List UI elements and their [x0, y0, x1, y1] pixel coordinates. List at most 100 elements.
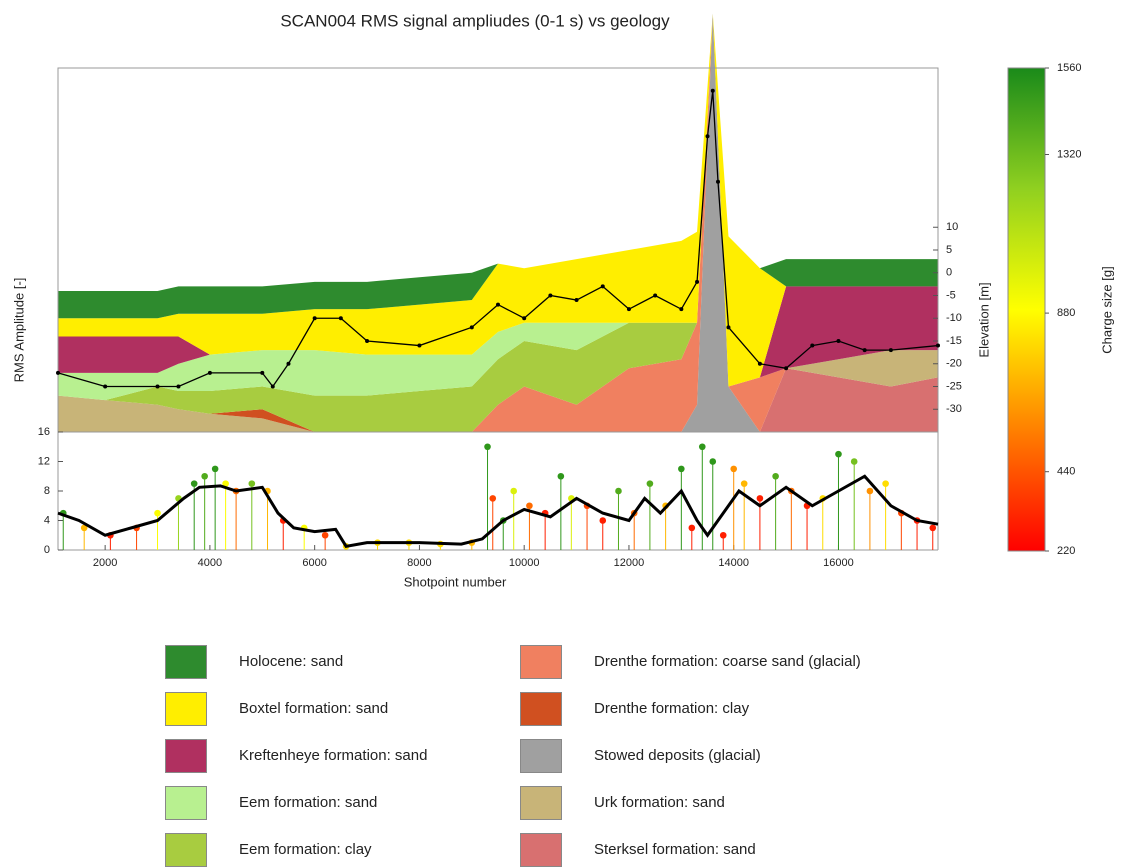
chart-title: SCAN004 RMS signal ampliudes (0-1 s) vs … — [280, 11, 670, 30]
y-tick-label: -20 — [946, 358, 962, 370]
y-tick-label: 10 — [946, 221, 958, 233]
amplitude-point — [772, 472, 779, 480]
rms-point — [862, 348, 867, 353]
smoothed-line — [57, 474, 939, 548]
amplitude-point — [211, 465, 219, 473]
rms-point — [56, 370, 60, 375]
geology-layer — [58, 350, 938, 432]
rms-point — [496, 302, 500, 307]
y-axis-label: Elevation [m] — [976, 282, 991, 357]
rms-point — [710, 88, 715, 93]
colorbar-tick-label: 220 — [1057, 545, 1075, 557]
amplitude-point — [489, 495, 497, 502]
amplitude-point — [882, 480, 889, 487]
x-tick-label: 12000 — [614, 557, 645, 569]
amplitude-point — [688, 524, 696, 532]
rms-point — [286, 361, 291, 366]
y-tick-label: -5 — [946, 289, 956, 301]
rms-point — [417, 343, 422, 348]
rms-point — [653, 293, 658, 298]
amplitude-point — [526, 502, 533, 510]
amplitude-point — [719, 531, 727, 539]
rms-point — [679, 307, 684, 312]
rms-point — [469, 325, 474, 330]
colorbar-tick-label: 440 — [1057, 466, 1075, 478]
x-axis-label: Shotpoint number — [404, 574, 507, 589]
amplitude-point — [835, 450, 842, 458]
amplitude-point — [698, 443, 706, 451]
amplitude-point — [615, 487, 622, 495]
amplitude-point — [510, 487, 518, 495]
y-tick-label: -15 — [946, 335, 962, 347]
rms-point — [522, 316, 527, 321]
rms-point — [757, 361, 762, 366]
amplitude-point — [484, 443, 491, 451]
colorbar-tick-label: 880 — [1057, 307, 1075, 319]
amplitude-point — [756, 495, 764, 502]
rms-point — [695, 279, 700, 284]
amplitude-point — [222, 480, 229, 487]
y-tick-label: 12 — [38, 455, 50, 467]
rms-point — [365, 339, 370, 343]
y-tick-label: -30 — [946, 403, 962, 415]
x-tick-label: 10000 — [509, 557, 540, 569]
amplitude-point — [599, 517, 607, 524]
colorbar-tick-label: 1560 — [1057, 62, 1081, 74]
rms-point — [103, 384, 108, 389]
rms-point — [888, 348, 893, 353]
x-tick-label: 4000 — [198, 557, 222, 569]
amplitude-point — [80, 524, 88, 532]
amplitude-point — [730, 465, 738, 473]
amplitude-point — [154, 509, 161, 517]
colorbar-label: Charge size [g] — [1099, 266, 1114, 353]
geology-layer — [58, 13, 938, 433]
rms-point — [726, 325, 731, 330]
y-tick-label: 5 — [946, 244, 952, 256]
amplitude-point — [740, 480, 748, 487]
rms-point — [176, 384, 181, 389]
rms-point — [574, 298, 579, 303]
amplitude-point — [646, 480, 654, 487]
x-tick-label: 16000 — [823, 557, 854, 569]
geology-layer — [58, 13, 938, 387]
geology-layer — [58, 13, 938, 387]
amplitude-point — [678, 465, 685, 473]
rms-point — [260, 370, 265, 375]
rms-point — [600, 284, 605, 289]
amplitude-point — [866, 487, 874, 495]
geology-layer — [58, 13, 938, 433]
x-tick-label: 14000 — [718, 557, 749, 569]
y-tick-label: 16 — [38, 426, 50, 438]
y-tick-label: 0 — [946, 267, 952, 279]
x-tick-label: 6000 — [302, 557, 326, 569]
rms-point — [716, 179, 720, 184]
x-tick-label: 8000 — [407, 557, 431, 569]
colorbar-tick-label: 1320 — [1057, 148, 1081, 160]
rms-point — [338, 316, 343, 321]
rms-point — [548, 293, 553, 298]
rms-point — [270, 384, 275, 389]
rms-point — [810, 343, 815, 348]
amplitude-point — [557, 472, 565, 480]
colorbar — [1007, 67, 1046, 552]
rms-point — [836, 339, 841, 343]
y-tick-label: 0 — [44, 544, 50, 556]
amplitude-point — [201, 472, 208, 480]
y-axis-label: RMS Amplitude [-] — [11, 278, 26, 383]
geology-layer — [58, 368, 938, 432]
rms-point — [155, 384, 160, 389]
rms-point — [312, 316, 317, 321]
rms-point — [936, 343, 940, 348]
rms-point — [784, 366, 789, 371]
y-tick-label: 4 — [44, 514, 50, 526]
amplitude-point — [321, 531, 329, 539]
y-tick-label: 8 — [44, 485, 50, 497]
amplitude-point — [929, 524, 937, 532]
rms-point — [207, 370, 212, 375]
y-tick-label: -10 — [946, 312, 962, 324]
x-tick-label: 2000 — [93, 557, 117, 569]
amplitude-point — [248, 480, 256, 487]
amplitude-point — [709, 458, 717, 465]
